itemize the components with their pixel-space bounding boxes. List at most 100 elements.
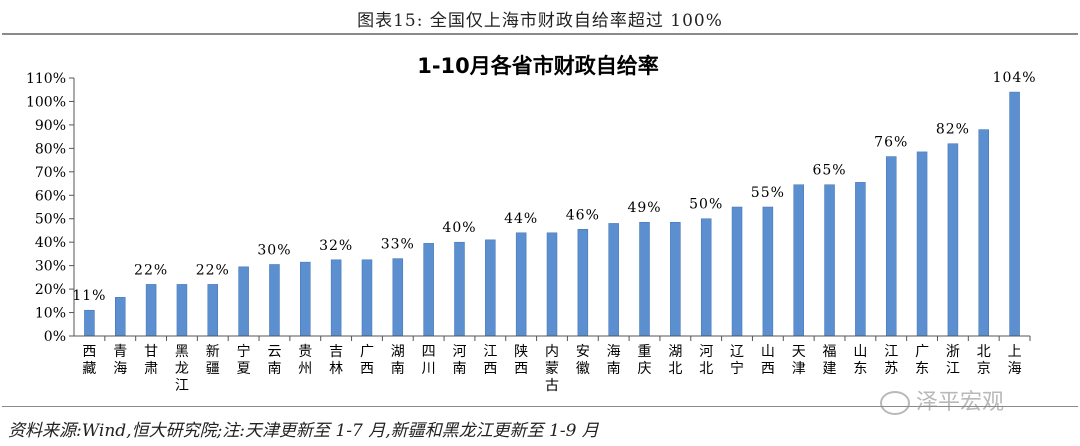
data-label: 22%	[134, 262, 168, 278]
bar	[577, 229, 589, 337]
bar	[515, 232, 527, 337]
source-note: 资料来源:Wind,恒大研究院;注:天津更新至 1-7 月,新疆和黑龙江更新至 …	[8, 421, 599, 441]
x-tick-label: 内蒙古	[545, 344, 559, 394]
x-tick-label: 甘肃	[144, 344, 158, 377]
data-label: 65%	[812, 163, 846, 179]
x-tick-label: 黑龙江	[175, 344, 189, 394]
bar	[485, 239, 496, 337]
bar	[762, 206, 774, 337]
data-label: 40%	[442, 220, 476, 236]
y-tick-label: 80%	[35, 141, 66, 157]
x-tick-label: 广东	[915, 344, 929, 377]
x-tick-label: 四川	[422, 344, 436, 377]
x-tick-label: 江苏	[884, 344, 898, 377]
watermark-text: 泽平宏观	[916, 390, 1005, 415]
bar	[824, 184, 835, 337]
y-axis: 0% 10% 20% 30% 40% 50% 60% 70% 80% 90% 100% 110%	[26, 71, 75, 345]
data-label: 104%	[993, 70, 1037, 86]
x-tick-label: 青海	[113, 344, 127, 377]
x-tick-label: 北京	[977, 344, 991, 377]
x-tick-label: 新疆	[206, 344, 220, 377]
bar	[392, 258, 404, 337]
bar	[115, 297, 126, 337]
y-tick-label: 110%	[26, 71, 66, 87]
bar	[361, 259, 373, 337]
bar	[84, 309, 95, 337]
bar	[608, 223, 619, 337]
y-tick-label: 90%	[35, 118, 66, 134]
data-label: 30%	[257, 242, 291, 258]
x-tick-label: 河南	[452, 344, 466, 377]
x-tick-label: 辽宁	[730, 344, 744, 377]
x-tick-label: 浙江	[946, 344, 960, 377]
x-tick-label: 山西	[761, 344, 775, 377]
y-tick-label: 100%	[26, 94, 66, 110]
bar	[300, 261, 311, 337]
data-label: 55%	[751, 185, 785, 201]
y-tick-label: 0%	[44, 329, 66, 345]
x-tick-label: 上海	[1008, 344, 1022, 377]
x-tick-label: 湖北	[668, 344, 682, 377]
bar	[176, 284, 188, 337]
figure-caption: 图表15: 全国仅上海市财政自给率超过 100%	[357, 11, 723, 31]
x-tick-label: 陕西	[514, 344, 528, 377]
bar	[207, 284, 219, 337]
x-tick-label: 安徽	[576, 344, 590, 377]
data-label: 44%	[504, 211, 538, 227]
y-tick-label: 20%	[35, 282, 66, 298]
data-label: 33%	[381, 237, 415, 253]
bottom-rule	[2, 406, 1078, 407]
bar	[978, 129, 989, 337]
bar	[670, 221, 681, 337]
x-tick-label: 天津	[792, 344, 806, 377]
data-label: 50%	[689, 197, 723, 213]
watermark: 泽平宏观	[880, 384, 1004, 416]
bar	[423, 243, 434, 337]
y-tick-label: 30%	[35, 259, 66, 275]
bar	[885, 156, 897, 337]
chart-title: 1-10月各省市财政自给率	[417, 54, 659, 78]
data-label: 82%	[936, 122, 970, 138]
x-tick-label: 云南	[267, 344, 281, 377]
x-tick-label: 西藏	[82, 344, 96, 377]
wechat-icon	[880, 391, 910, 415]
bar	[793, 184, 804, 337]
data-label: 46%	[566, 207, 600, 223]
bar	[454, 241, 465, 337]
x-tick-label: 广西	[360, 344, 374, 377]
bar	[546, 232, 558, 337]
y-tick-label: 70%	[35, 165, 66, 181]
y-tick-label: 40%	[35, 235, 66, 251]
bar	[700, 218, 712, 337]
bar	[269, 264, 280, 337]
data-label: 32%	[319, 238, 353, 254]
bar	[639, 221, 650, 337]
x-tick-label: 河北	[699, 344, 713, 377]
x-tick-label: 江西	[483, 344, 497, 377]
data-label: 76%	[874, 135, 908, 151]
bar	[947, 143, 959, 337]
data-label: 49%	[627, 200, 661, 216]
x-tick-label: 海南	[607, 344, 621, 377]
top-rule	[2, 33, 1078, 35]
y-tick-label: 10%	[35, 306, 66, 322]
bar	[145, 284, 157, 337]
x-tick-label: 贵州	[298, 344, 312, 377]
data-labels: 11% 22% 22% 30% 32% 33% 40% 44% 46% 49% 50% 55% 65% 7…	[72, 70, 1037, 304]
x-tick-label: 重庆	[638, 344, 652, 377]
bar	[238, 266, 249, 337]
data-label: 22%	[196, 262, 230, 278]
x-tick-label: 山东	[853, 344, 867, 377]
bar	[855, 182, 866, 337]
bar	[731, 206, 743, 337]
x-tick-label: 福建	[823, 344, 837, 377]
x-tick-label: 吉林	[329, 344, 343, 377]
y-tick-label: 60%	[35, 188, 66, 204]
bar	[330, 259, 342, 337]
bar-series	[84, 91, 1020, 337]
y-tick-label: 50%	[35, 212, 66, 228]
bar	[1009, 91, 1020, 337]
data-label: 11%	[72, 288, 106, 304]
bar	[916, 151, 928, 337]
